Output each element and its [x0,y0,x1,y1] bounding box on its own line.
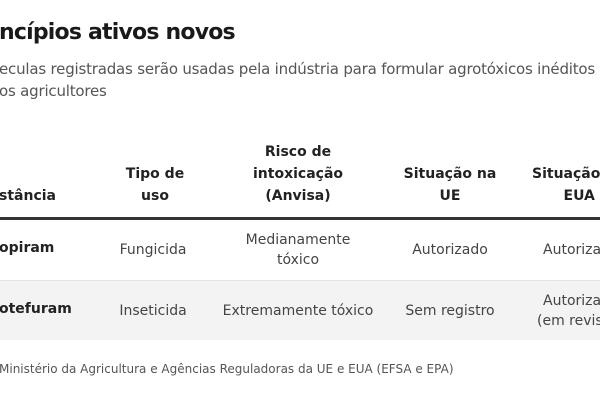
chart-title: ncípios ativos novos [0,20,236,45]
cell-risco: Extremamente tóxico [222,303,374,319]
subtitle-line-2: os agricultores [0,82,107,100]
cell-tipo: Fungicida [119,242,187,258]
substance-name: otefuram [0,301,72,317]
cell-risco: Medianamente tóxico [245,232,351,268]
row-divider [0,280,600,281]
header-ue: Situação na UE [403,166,497,204]
row-background [0,281,600,340]
cell-eua: Autoriza [543,242,600,258]
header-substancia: stância [0,188,56,204]
substance-name: opiram [0,240,55,256]
subtitle-line-1: eculas registradas serão usadas pela ind… [0,60,596,78]
header-risco: Risco de intoxicação (Anvisa) [252,144,344,204]
header-eua: Situação EUA [532,166,600,204]
cell-ue: Sem registro [405,303,495,319]
header-divider [0,217,600,220]
cell-eua: Autoriza (em revis [537,293,600,329]
header-tipo: Tipo de uso [125,166,185,204]
source-note: Ministério da Agricultura e Agências Reg… [0,362,454,376]
cell-ue: Autorizado [412,242,488,258]
cell-tipo: Inseticida [119,303,187,319]
